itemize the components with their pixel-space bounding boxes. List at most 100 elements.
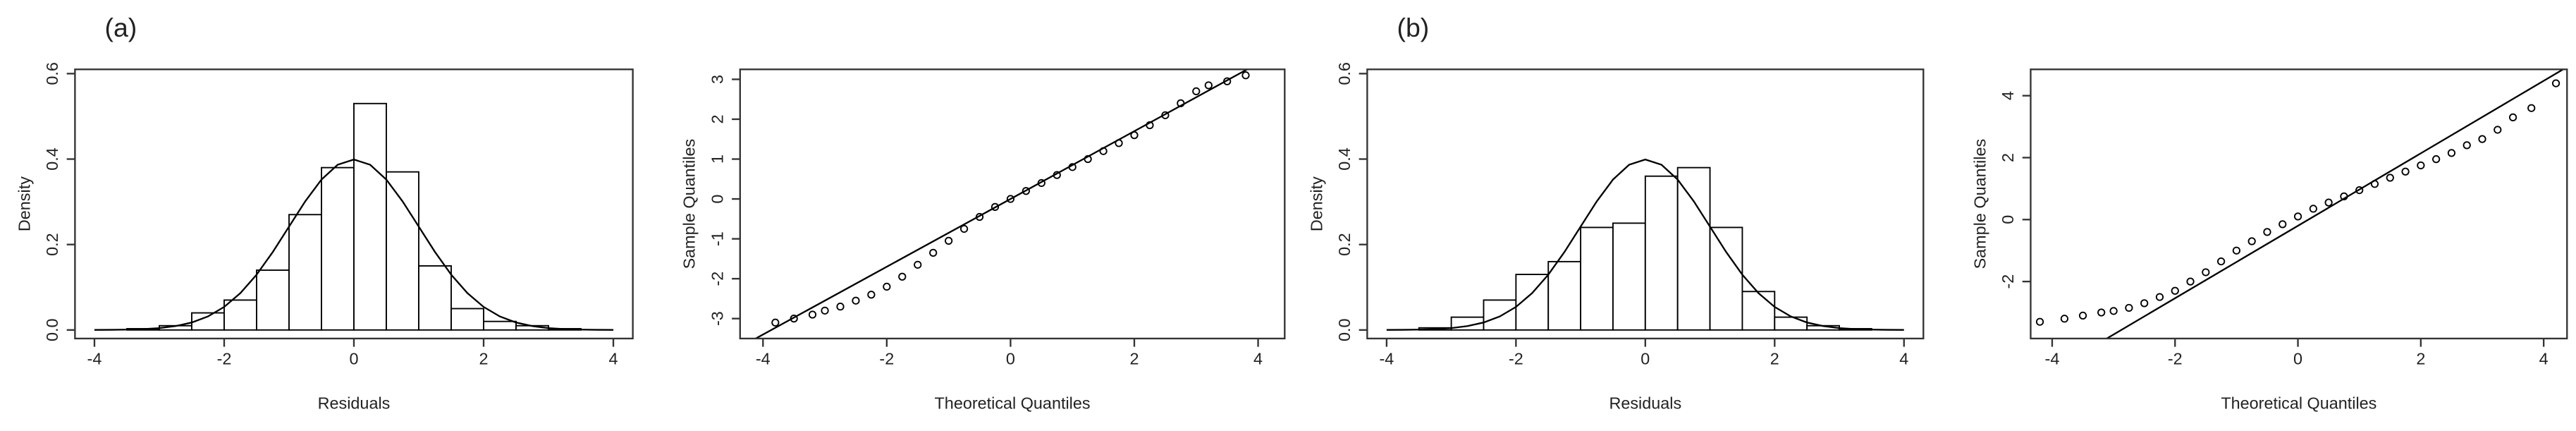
qq-point — [2340, 192, 2348, 200]
qq-point — [821, 306, 829, 315]
y-tick-label: 3 — [709, 75, 727, 84]
qq-point — [2202, 268, 2210, 277]
y-tick-label: 2 — [1999, 153, 2017, 162]
bar — [450, 308, 484, 331]
qq-point — [2432, 155, 2441, 164]
x-tick-label: 2 — [1770, 350, 1779, 368]
x-tick-label: 4 — [1253, 350, 1263, 368]
x-tick-label: -2 — [1509, 350, 1523, 368]
x-tick-label: -2 — [879, 350, 894, 368]
y-tick-label: -2 — [1999, 274, 2017, 289]
y-tick-label: 0.2 — [43, 233, 61, 256]
y-tick-label: 2 — [709, 114, 727, 123]
density-curve — [1386, 158, 1904, 331]
y-axis-label: Sample Quantiles — [1970, 139, 1989, 269]
y-tick-label: 0.0 — [1335, 319, 1354, 342]
qq-point — [2125, 303, 2133, 312]
qq-point — [929, 248, 938, 257]
qq-point — [2447, 149, 2456, 157]
qq-point — [1068, 163, 1077, 171]
bar — [288, 214, 322, 331]
qq-point — [2186, 277, 2195, 286]
y-tick-label: 1 — [709, 154, 727, 164]
qq-point — [1099, 147, 1108, 155]
qq-point — [1241, 71, 1250, 80]
qq-point — [852, 296, 860, 305]
qq-point — [808, 310, 817, 319]
qq-point — [771, 318, 780, 327]
qq-point — [2494, 126, 2502, 134]
bar — [321, 166, 355, 331]
qq-point — [1115, 139, 1123, 147]
plot-frame — [2030, 68, 2568, 340]
qq-point — [2355, 186, 2364, 195]
x-axis-label: Theoretical Quantiles — [2221, 394, 2376, 413]
qq-point — [2551, 79, 2560, 87]
x-tick-label: 4 — [609, 350, 618, 368]
qq-point — [1177, 99, 1185, 107]
qq-line — [2105, 69, 2565, 339]
qq-point — [1130, 130, 1139, 140]
qq-point — [790, 315, 798, 323]
x-tick-label: 0 — [1640, 350, 1650, 368]
qq-point — [2216, 257, 2226, 266]
x-axis-label: Residuals — [318, 394, 391, 413]
qq-point — [2309, 205, 2317, 213]
y-tick-label: 0.4 — [43, 147, 61, 171]
x-tick-label: 0 — [1006, 350, 1015, 368]
y-tick-label: -3 — [709, 311, 727, 326]
qq-point — [836, 303, 845, 311]
x-tick-label: 2 — [1129, 350, 1139, 368]
qq-point — [2527, 104, 2536, 112]
x-tick-label: 4 — [1899, 350, 1908, 368]
bar — [386, 171, 419, 331]
y-axis-label: Density — [15, 176, 33, 231]
x-axis-label: Theoretical Quantiles — [935, 394, 1091, 413]
y-tick-label: -1 — [709, 231, 727, 246]
qq-point — [2370, 180, 2379, 188]
y-tick-label: 0.2 — [1335, 233, 1354, 256]
x-tick-label: 0 — [2293, 350, 2302, 368]
qq-point — [2401, 167, 2410, 176]
qq-point — [2140, 299, 2149, 308]
qq-point — [990, 202, 1000, 211]
x-tick-label: 2 — [479, 350, 489, 368]
qq-point — [1161, 111, 1170, 119]
qq-point — [2478, 135, 2486, 143]
y-tick-label: 4 — [1999, 91, 2017, 100]
qq-point — [1146, 121, 1154, 130]
y-tick-label: 0.6 — [1335, 62, 1354, 85]
qq-point — [2386, 174, 2394, 182]
y-tick-label: 0 — [1999, 215, 2017, 224]
qq-point — [883, 282, 891, 291]
qq-point — [2171, 286, 2179, 295]
qq-point — [1053, 171, 1061, 179]
bar — [1612, 222, 1646, 331]
panel-label: (b) — [1397, 13, 1430, 42]
bar — [353, 102, 387, 331]
x-tick-label: 2 — [2416, 350, 2425, 368]
x-tick-label: -4 — [87, 350, 102, 368]
qq-point — [898, 272, 907, 281]
y-tick-label: 0.6 — [43, 62, 61, 85]
bar — [1709, 226, 1743, 331]
x-tick-label: -4 — [2045, 350, 2060, 368]
qq-point — [2155, 293, 2164, 301]
bar — [418, 265, 452, 331]
qq-point — [867, 291, 876, 299]
plot-area — [1386, 158, 1904, 331]
density-curve — [94, 158, 614, 331]
qq-line — [754, 69, 1249, 339]
x-tick-label: -4 — [756, 350, 771, 368]
qq-point — [945, 236, 953, 245]
bar — [1774, 316, 1808, 331]
bar — [1483, 299, 1517, 331]
qq-point — [2324, 198, 2333, 207]
plot-area — [94, 102, 614, 331]
qq-point — [2293, 212, 2302, 221]
x-tick-label: 4 — [2539, 350, 2549, 368]
plot-frame — [74, 68, 634, 340]
qq-point — [1006, 195, 1015, 203]
qq-point — [959, 224, 969, 233]
